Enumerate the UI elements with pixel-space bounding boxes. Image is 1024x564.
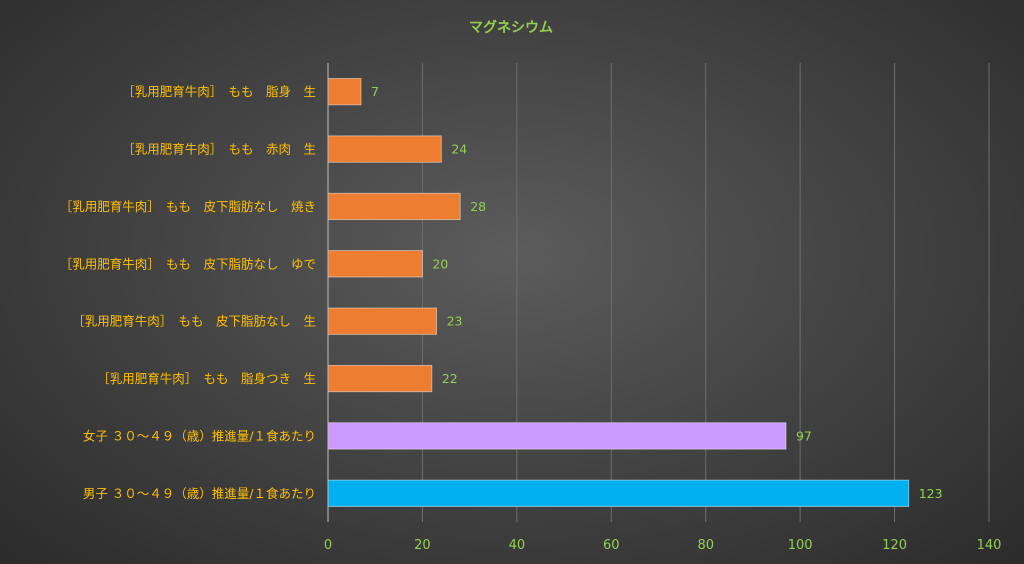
x-tick-label: 20	[414, 538, 431, 553]
x-tick-label: 60	[603, 538, 620, 553]
data-label: 23	[447, 314, 463, 329]
data-label: 123	[919, 486, 943, 501]
data-label: 24	[451, 142, 467, 157]
bar	[327, 479, 910, 507]
x-tick-label: 140	[977, 538, 1002, 553]
bar	[327, 422, 787, 450]
bar	[327, 135, 442, 163]
category-label: ［乳用肥育牛肉］ もも 赤肉 生	[122, 142, 316, 157]
x-tick-label: 40	[509, 538, 526, 553]
category-label: ［乳用肥育牛肉］ もも 脂身 生	[122, 84, 316, 99]
category-label: ［乳用肥育牛肉］ もも 脂身つき 生	[97, 371, 316, 386]
category-label: ［乳用肥育牛肉］ もも 皮下脂肪なし 焼き	[60, 199, 316, 214]
data-label: 97	[796, 428, 812, 443]
category-label: ［乳用肥育牛肉］ もも 皮下脂肪なし 生	[72, 314, 316, 329]
bar	[327, 364, 433, 393]
labels: 0 20 40 60 80 100 120 140 ［乳用肥育牛肉］ もも 脂身 生 7 ［乳用肥育…	[60, 84, 1002, 553]
x-tick-label: 80	[697, 538, 714, 553]
chart-title: マグネシウム	[469, 19, 553, 36]
x-tick-label: 0	[324, 538, 332, 553]
x-tick-label: 120	[882, 538, 907, 553]
bar	[327, 250, 423, 278]
bar	[327, 78, 362, 106]
data-label: 20	[432, 256, 448, 271]
bar	[327, 307, 437, 335]
bar	[327, 192, 461, 221]
data-label: 28	[470, 199, 486, 214]
category-label: 女子 ３０～４９（歳）推進量/１食あたり	[83, 428, 316, 443]
data-label: 7	[371, 84, 379, 99]
bars	[327, 78, 910, 507]
data-label: 22	[442, 371, 458, 386]
category-label: 男子 ３０～４９（歳）推進量/１食あたり	[83, 486, 316, 501]
category-label: ［乳用肥育牛肉］ もも 皮下脂肪なし ゆで	[60, 256, 316, 271]
x-tick-label: 100	[788, 538, 813, 553]
grid-lines	[421, 63, 990, 522]
